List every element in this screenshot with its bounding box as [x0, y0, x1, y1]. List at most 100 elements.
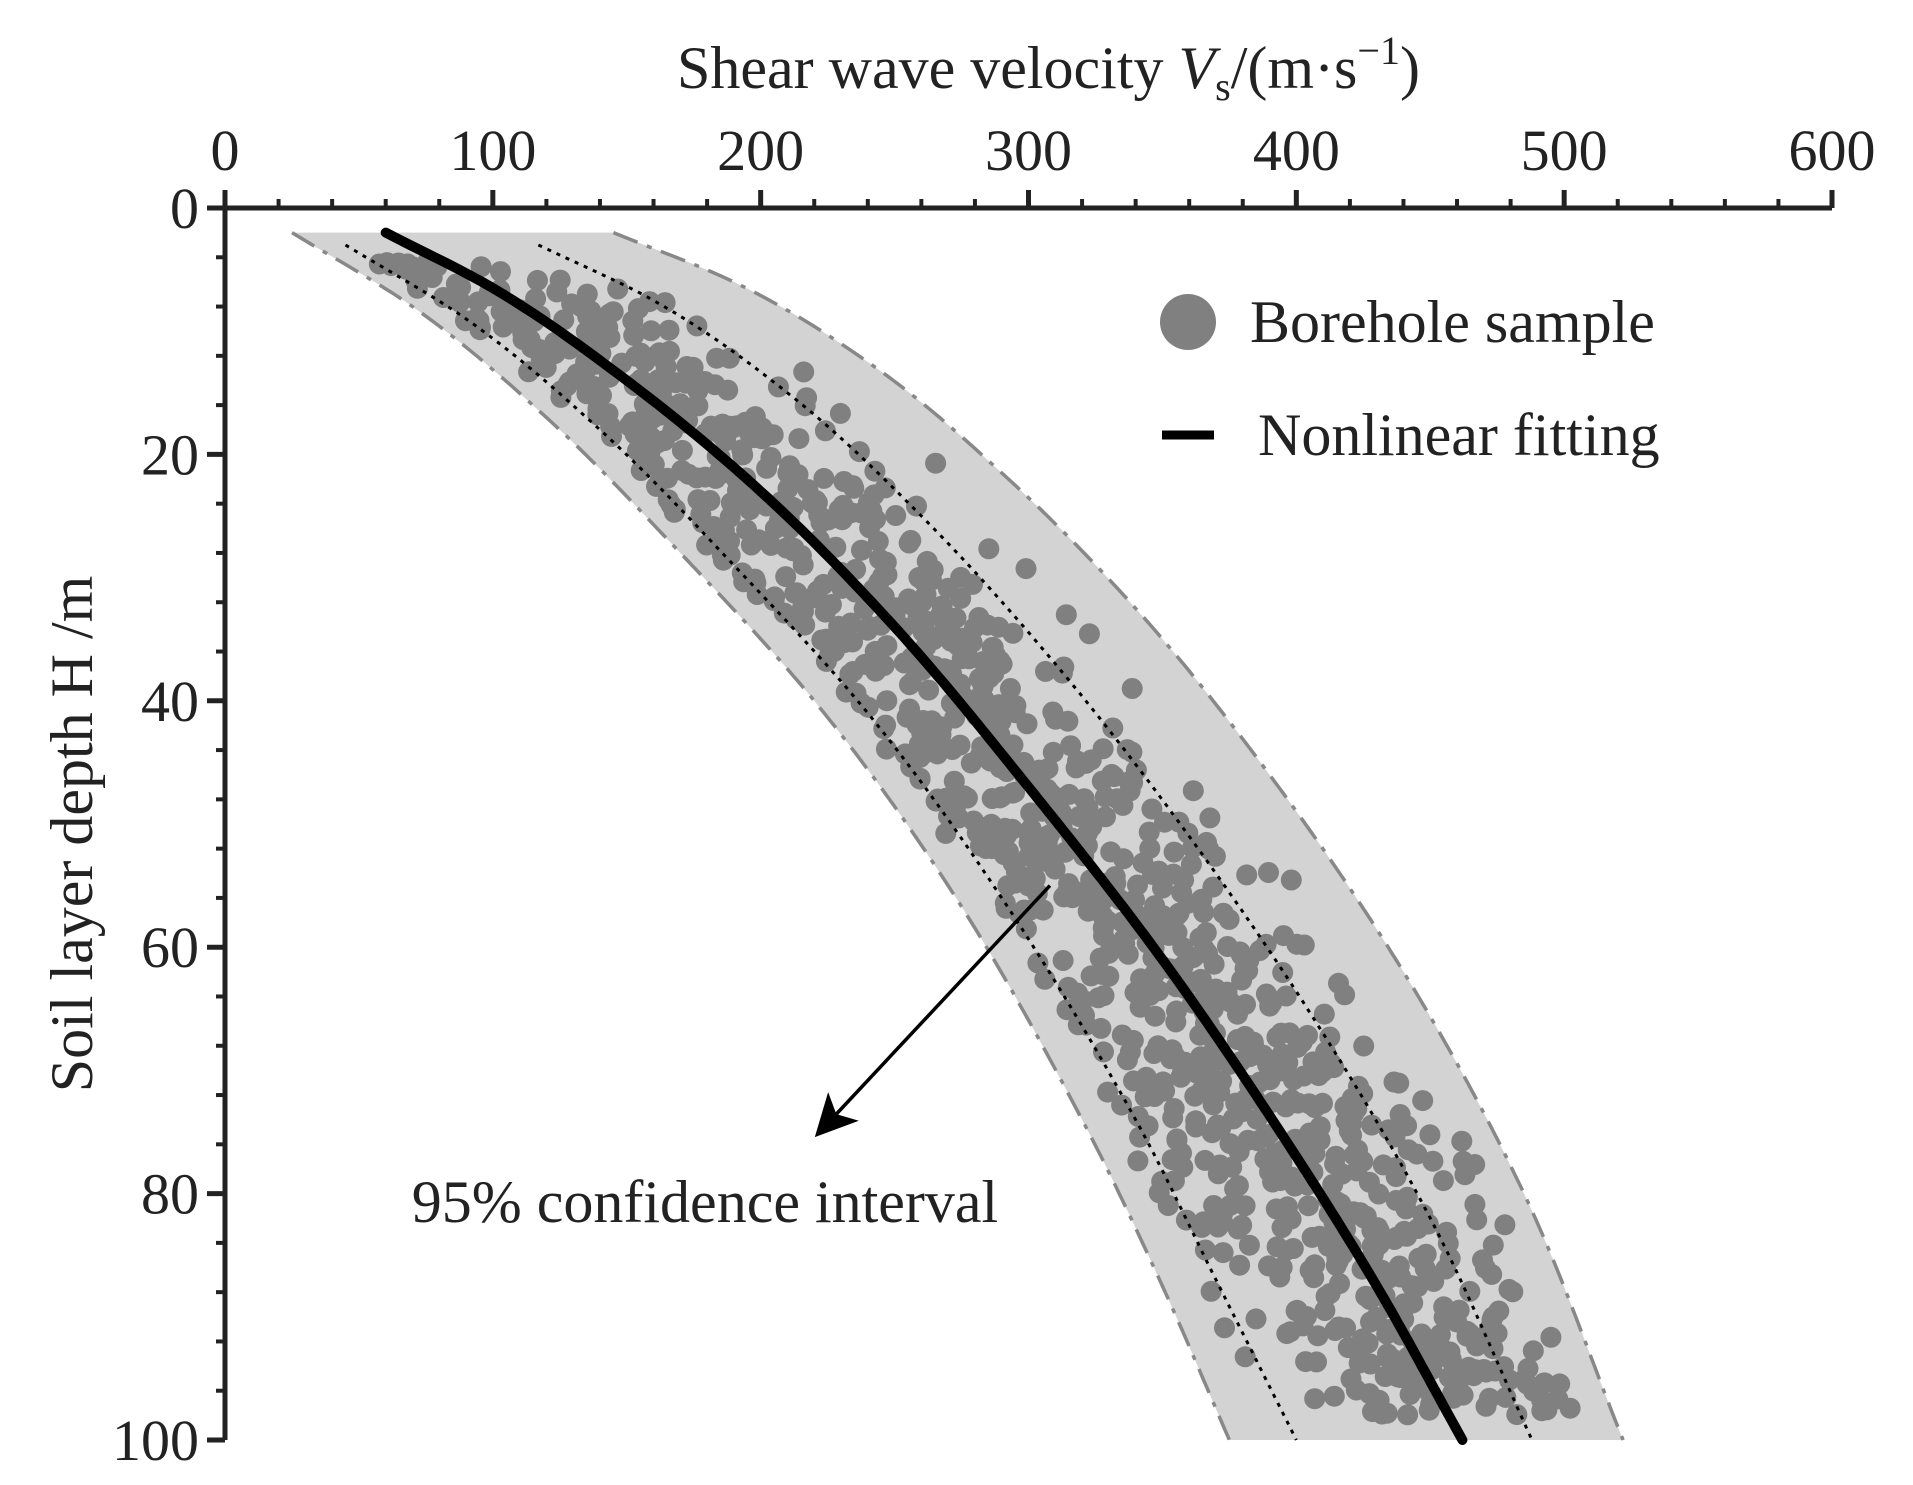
borehole-sample-point — [550, 380, 572, 402]
borehole-sample-point — [731, 562, 753, 584]
borehole-sample-point — [867, 531, 889, 552]
borehole-sample-point — [636, 402, 658, 423]
borehole-sample-point — [1328, 1316, 1350, 1338]
borehole-sample-point — [490, 261, 511, 283]
borehole-sample-point — [1193, 901, 1215, 923]
borehole-sample-point — [999, 678, 1021, 699]
band-upper-edge — [612, 230, 1625, 1441]
borehole-sample-point — [1212, 1242, 1234, 1264]
borehole-sample-point — [1419, 1124, 1441, 1146]
borehole-sample-point — [1275, 985, 1297, 1007]
borehole-sample-point — [1407, 1218, 1429, 1239]
borehole-sample-point — [748, 529, 770, 551]
borehole-sample-point — [1173, 869, 1195, 891]
borehole-sample-point — [1303, 1267, 1325, 1289]
borehole-sample-point — [828, 615, 850, 637]
borehole-sample-point — [1060, 735, 1082, 757]
borehole-sample-point — [1214, 1317, 1235, 1339]
borehole-sample-point — [694, 371, 716, 392]
borehole-sample-point — [1111, 1024, 1133, 1046]
borehole-sample-point — [639, 291, 660, 313]
borehole-sample-point — [1443, 1367, 1464, 1389]
borehole-sample-point — [1298, 1093, 1320, 1115]
borehole-sample-point — [1265, 1198, 1287, 1220]
borehole-sample-point — [1231, 969, 1253, 991]
borehole-sample-point — [1312, 1061, 1334, 1083]
borehole-sample-point — [1451, 1130, 1473, 1152]
borehole-sample-point — [490, 301, 512, 322]
borehole-sample-point — [1368, 1234, 1390, 1256]
borehole-sample-point — [1123, 1070, 1144, 1092]
borehole-sample-point — [1407, 1276, 1429, 1298]
borehole-sample-point — [1134, 1086, 1156, 1108]
legend-marker-borehole — [1160, 294, 1216, 350]
x-tick-label: 100 — [449, 118, 536, 183]
borehole-sample-point — [449, 291, 471, 313]
borehole-sample-point — [788, 428, 810, 450]
borehole-sample-point — [793, 361, 815, 383]
borehole-sample-point — [1154, 811, 1175, 833]
borehole-sample-point — [512, 322, 534, 344]
borehole-sample-point — [1412, 1090, 1434, 1112]
borehole-sample-point — [1121, 678, 1143, 699]
borehole-sample-point — [720, 492, 742, 514]
borehole-sample-point — [927, 788, 949, 810]
borehole-sample-point — [1234, 1195, 1256, 1217]
borehole-sample-point — [908, 566, 930, 588]
borehole-sample-point — [1097, 1081, 1119, 1103]
borehole-sample-point — [1202, 876, 1224, 898]
borehole-sample-point — [640, 320, 662, 342]
borehole-sample-point — [1144, 1005, 1166, 1027]
borehole-sample-point — [906, 495, 927, 517]
borehole-sample-point — [1085, 895, 1107, 917]
borehole-sample-point — [1090, 1017, 1112, 1039]
borehole-sample-point — [561, 293, 583, 315]
borehole-sample-point — [796, 387, 818, 409]
borehole-sample-point — [793, 600, 814, 622]
borehole-sample-point — [1092, 738, 1114, 760]
y-tick-label: 20 — [141, 422, 199, 487]
borehole-sample-point — [1034, 968, 1056, 990]
borehole-sample-point — [814, 601, 836, 623]
borehole-sample-point — [1547, 1388, 1569, 1410]
borehole-sample-point — [783, 537, 805, 559]
borehole-sample-point — [989, 650, 1011, 672]
borehole-sample-point — [1052, 950, 1074, 971]
borehole-sample-point — [1282, 1238, 1304, 1259]
borehole-sample-point — [1297, 1024, 1318, 1046]
borehole-sample-point — [1053, 886, 1075, 908]
borehole-sample-point — [1422, 1150, 1444, 1172]
borehole-sample-point — [1343, 1201, 1364, 1223]
borehole-sample-point — [1464, 1193, 1486, 1215]
borehole-sample-point — [1399, 1362, 1421, 1384]
borehole-sample-point — [968, 607, 990, 628]
borehole-sample-point — [1522, 1379, 1544, 1401]
borehole-sample-point — [1218, 908, 1240, 930]
borehole-sample-point — [1138, 821, 1160, 843]
borehole-sample-point — [1243, 1036, 1265, 1058]
borehole-sample-point — [1236, 864, 1258, 886]
borehole-sample-point — [1217, 936, 1238, 957]
borehole-sample-point — [1132, 852, 1154, 874]
borehole-sample-point — [842, 475, 864, 497]
borehole-sample-point — [1406, 1143, 1428, 1165]
borehole-sample-point — [470, 256, 492, 278]
borehole-sample-point — [1002, 782, 1024, 804]
borehole-sample-point — [1482, 1338, 1504, 1360]
borehole-sample-point — [1446, 1311, 1468, 1333]
borehole-sample-point — [686, 467, 708, 489]
borehole-sample-point — [948, 807, 970, 829]
borehole-sample-point — [1340, 1368, 1362, 1390]
borehole-sample-point — [898, 588, 919, 610]
borehole-sample-point — [1161, 1039, 1183, 1061]
y-tick-label: 80 — [141, 1162, 199, 1227]
borehole-sample-point — [1358, 1171, 1380, 1193]
legend: Borehole sample Nonlinear fitting — [1160, 289, 1660, 468]
borehole-sample-point — [1027, 952, 1049, 974]
borehole-sample-point — [840, 502, 862, 524]
x-tick-label: 400 — [1253, 118, 1340, 183]
borehole-sample-point — [1037, 758, 1059, 779]
borehole-sample-point — [1055, 604, 1077, 626]
borehole-sample-point — [943, 770, 965, 792]
borehole-sample-point — [1087, 987, 1109, 1009]
